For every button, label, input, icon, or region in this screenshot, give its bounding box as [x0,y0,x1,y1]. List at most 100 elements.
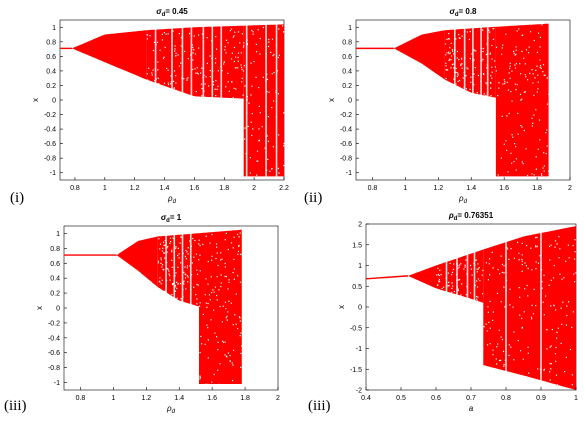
density-gap [511,100,513,102]
density-gap [182,288,184,291]
density-gap [464,264,466,266]
density-gap [525,49,528,51]
density-gap [223,61,225,63]
density-gap [506,246,508,249]
density-gap [160,259,162,261]
density-gap [174,284,177,287]
density-gap [225,232,227,235]
density-gap [161,264,164,266]
density-gap [521,260,523,262]
density-gap [500,157,502,159]
density-gap [278,54,281,56]
density-gap [557,327,559,329]
density-gap [474,66,476,69]
density-gap [237,60,239,62]
density-gap [539,46,541,48]
density-gap [164,257,166,259]
density-gap [513,359,515,361]
x-axis-label: a [469,404,474,413]
density-gap [571,374,574,376]
density-gap [177,266,179,268]
density-gap [237,250,240,253]
density-gap [163,269,165,271]
density-gap [216,336,218,338]
density-gap [481,60,483,62]
density-gap [533,174,535,176]
y-tick-label: 0.4 [50,276,60,283]
density-gap [196,283,198,286]
density-gap [163,56,165,58]
density-gap [267,45,270,48]
density-gap [201,87,203,90]
density-gap [186,275,188,277]
density-gap [214,62,217,64]
x-tick-label: 1 [103,185,107,192]
density-gap [546,77,548,79]
density-gap [241,345,243,347]
density-gap [545,132,547,134]
x-tick-label: 0.9 [536,395,546,402]
density-gap [503,143,505,145]
density-gap [226,319,229,321]
density-gap [189,240,191,242]
density-gap [535,246,537,248]
density-gap [517,339,519,342]
density-gap [521,50,523,52]
density-gap [537,88,539,90]
density-gap [193,256,195,258]
y-tick-label: -0.2 [48,320,60,327]
density-gap [217,85,219,87]
density-gap [247,125,249,128]
density-gap [192,52,194,54]
density-gap [175,52,177,54]
density-gap [182,252,184,255]
density-gap [448,285,450,287]
density-gap [541,174,543,176]
panel-label-ii: (ii) [304,190,323,206]
density-gap [232,36,234,38]
density-gap [198,47,200,49]
y-tick-label: 1 [56,231,60,238]
density-gap [521,258,523,261]
density-gap [521,326,523,329]
density-gap [516,30,518,32]
density-gap [229,30,231,32]
density-gap [521,161,523,163]
density-gap [554,240,557,242]
density-gap [268,38,270,41]
density-gap [455,71,457,73]
density-gap [180,298,182,300]
density-gap [541,281,543,283]
density-gap [459,264,461,266]
density-gap [533,94,535,96]
density-gap [167,83,170,86]
density-gap [199,244,201,247]
density-gap [165,33,167,35]
density-gap [501,263,504,266]
density-gap [538,32,540,34]
density-gap [527,52,530,54]
density-gap [261,126,263,128]
density-gap [169,237,172,239]
density-gap [200,83,203,85]
density-gap [524,74,526,76]
density-gap [456,57,458,59]
density-gap [449,47,451,49]
density-gap [231,52,233,54]
density-gap [506,149,508,151]
density-gap [171,266,173,268]
density-gap [556,331,558,333]
density-gap [507,171,509,173]
density-gap [475,259,478,261]
density-gap [246,99,248,101]
density-gap [252,33,254,35]
density-gap [180,62,182,64]
density-gap [176,297,178,299]
density-gap [513,331,515,333]
density-gap [166,251,168,253]
density-gap [161,250,164,252]
density-gap [240,64,242,66]
density-gap [256,160,258,162]
density-gap [457,289,459,292]
density-gap [453,53,455,55]
